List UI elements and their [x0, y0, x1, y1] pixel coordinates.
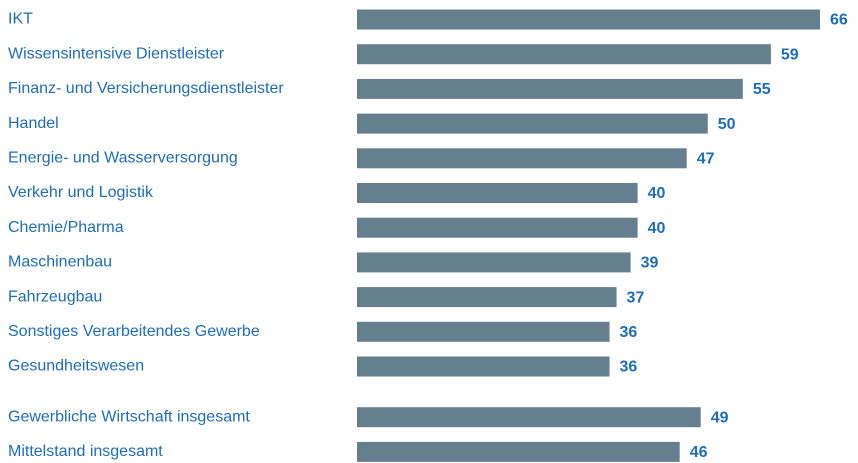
value-label: 40: [648, 185, 666, 202]
bar: [357, 217, 638, 238]
value-label: 46: [690, 444, 708, 461]
category-label: Sonstiges Verarbeitendes Gewerbe: [8, 323, 260, 340]
bar: [357, 287, 617, 308]
category-label: Gewerbliche Wirtschaft insgesamt: [8, 408, 250, 425]
bar: [357, 113, 708, 134]
category-label: Verkehr und Logistik: [8, 184, 154, 201]
value-label: 39: [641, 255, 659, 272]
category-label: Chemie/Pharma: [8, 219, 124, 236]
category-label: Gesundheitswesen: [8, 358, 144, 375]
value-label: 59: [781, 46, 799, 63]
value-label: 50: [718, 116, 736, 133]
category-label: Mittelstand insgesamt: [8, 443, 163, 460]
bar: [357, 183, 638, 203]
category-label: Fahrzeugbau: [8, 288, 102, 305]
bar: [357, 78, 743, 99]
value-label: 36: [620, 324, 638, 341]
value-label: 36: [620, 359, 638, 376]
category-label: Energie- und Wasserversorgung: [8, 150, 238, 167]
category-label: Finanz- und Versicherungsdienstleister: [8, 80, 284, 97]
category-label: Wissensintensive Dienstleister: [8, 45, 225, 62]
value-label: 37: [627, 289, 645, 306]
bar: [357, 9, 820, 30]
bar: [357, 356, 610, 377]
value-label: 66: [830, 12, 848, 29]
value-label: 40: [648, 220, 666, 237]
value-label: 55: [753, 81, 771, 98]
category-label: Handel: [8, 115, 59, 132]
category-label: IKT: [8, 11, 33, 28]
bar: [357, 252, 631, 273]
category-label: Maschinenbau: [8, 254, 112, 271]
value-label: 49: [711, 409, 729, 426]
bar: [357, 44, 771, 65]
bar: [357, 441, 680, 462]
bar: [357, 321, 610, 342]
value-label: 47: [697, 151, 715, 168]
bar: [357, 407, 701, 428]
bar: [357, 148, 687, 169]
